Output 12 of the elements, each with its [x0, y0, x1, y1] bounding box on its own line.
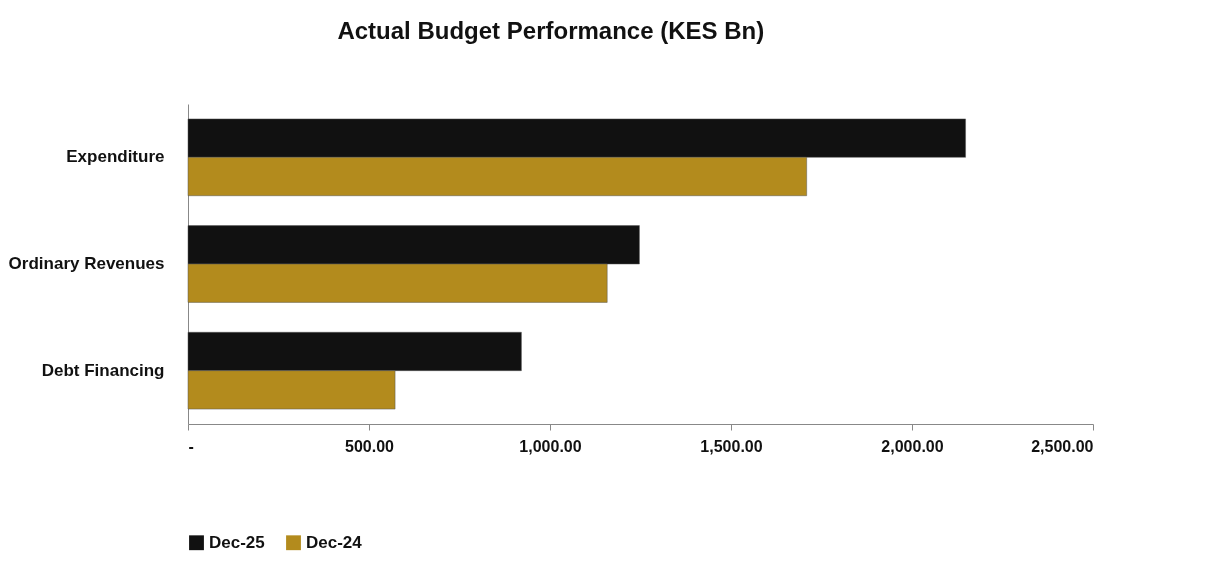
legend-label: Dec-25 — [209, 532, 265, 552]
x-tick-label: 1,000.00 — [519, 437, 582, 455]
y-tick-label: Ordinary Revenues — [8, 254, 165, 273]
legend-label: Dec-24 — [306, 532, 363, 552]
y-tick-label: Expenditure — [66, 147, 165, 167]
chart-title: Actual Budget Performance (KES Bn) — [337, 17, 765, 44]
x-tick-label: 1,500.00 — [700, 437, 763, 455]
y-tick-label: Debt Financing — [41, 360, 165, 380]
x-tick-label: 2,500.00 — [1031, 437, 1094, 455]
x-tick-label: - — [188, 437, 194, 455]
x-tick-label: 2,000.00 — [881, 437, 944, 455]
x-tick-label: 500.00 — [345, 437, 395, 455]
